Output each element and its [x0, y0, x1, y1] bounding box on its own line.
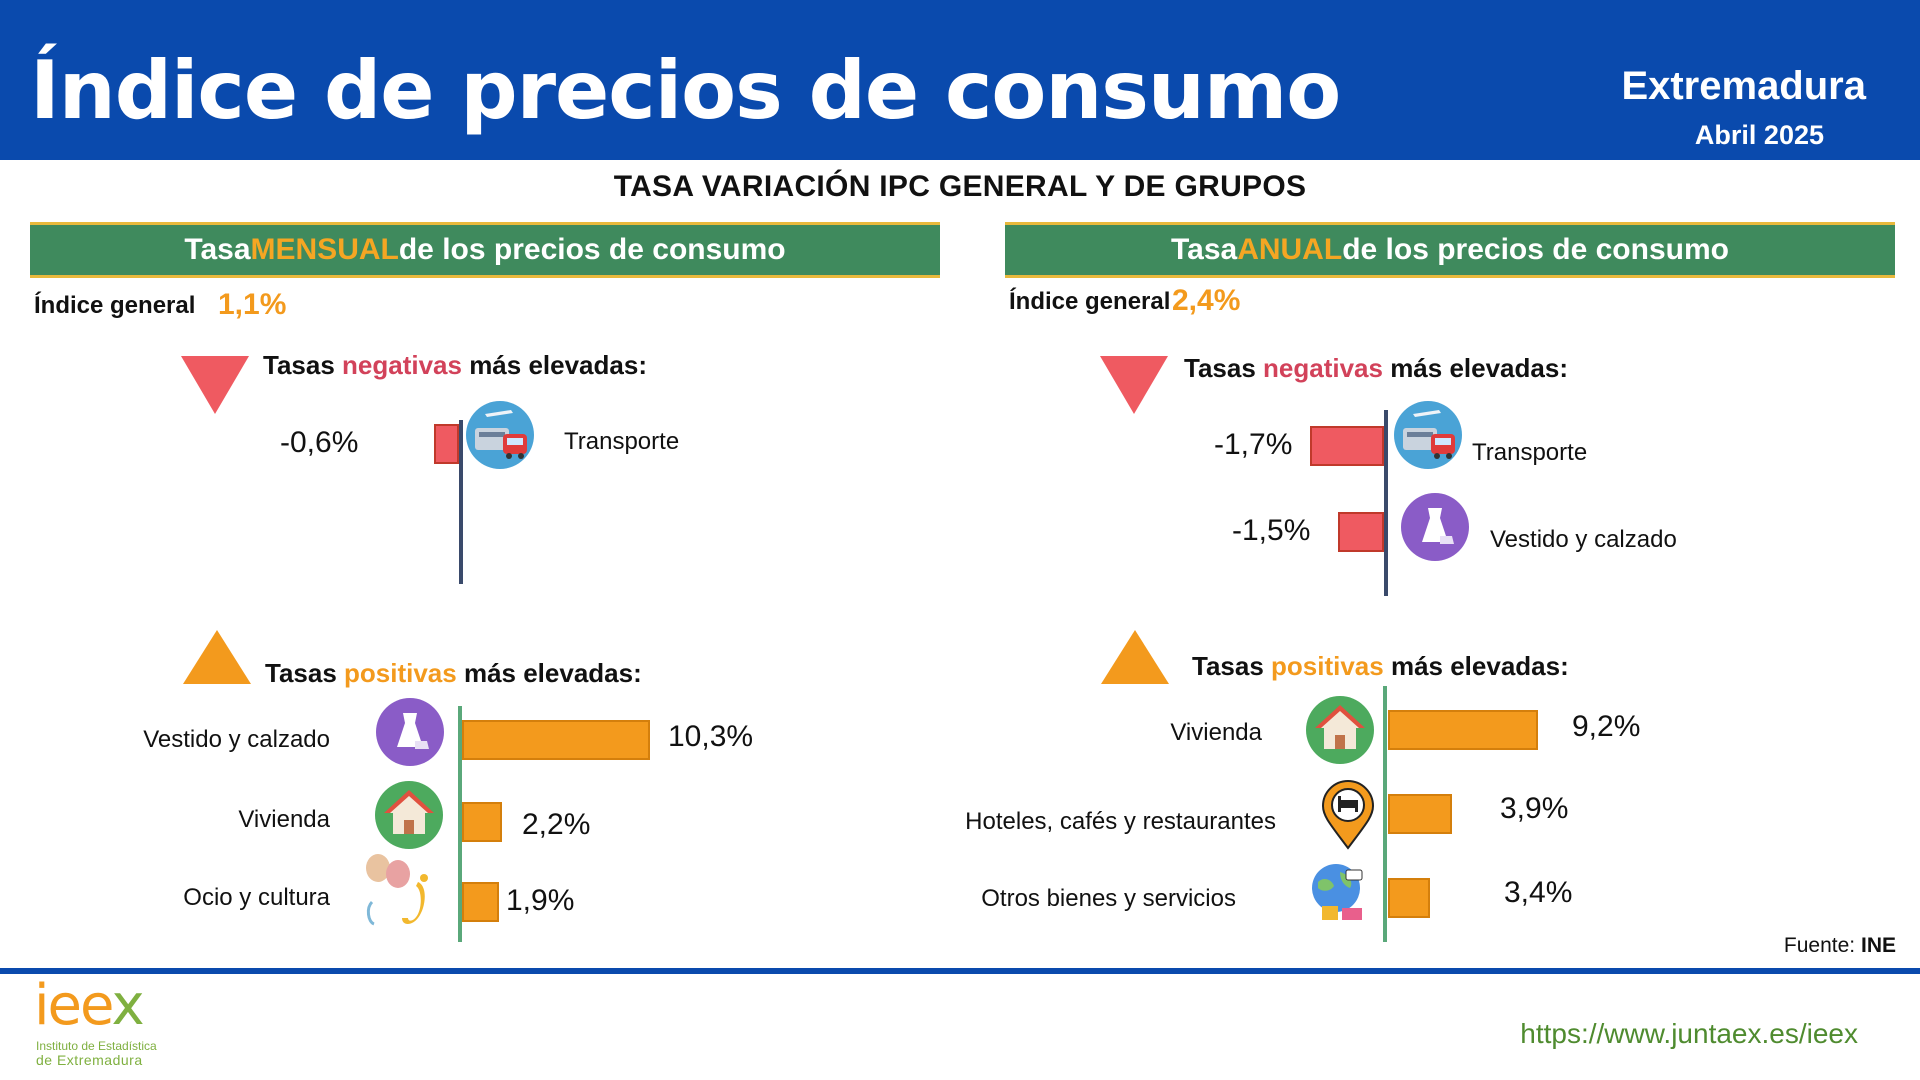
monthly-positive-category-1: Vestido y calzado [143, 726, 330, 753]
up-triangle-icon [1101, 630, 1169, 684]
monthly-positive-category-3: Ocio y cultura [183, 884, 330, 911]
pos-title-b: positivas [1271, 651, 1384, 681]
annual-head-suffix: de los precios de consumo [1342, 233, 1729, 266]
annual-positive-category-2: Hoteles, cafés y restaurantes [965, 808, 1276, 835]
down-triangle-icon [1100, 356, 1168, 414]
monthly-positive-title: Tasas positivas más elevadas: [265, 658, 642, 689]
logo-text-b: x [111, 973, 144, 1038]
pos-title-a: Tasas [265, 658, 345, 688]
monthly-negative-category: Transporte [564, 428, 680, 455]
logo-text-a: iee [34, 973, 113, 1038]
annual-negative-title: Tasas negativas más elevadas: [1184, 353, 1568, 384]
monthly-head-prefix: Tasa [184, 233, 251, 266]
transport-icon [1394, 401, 1462, 469]
annual-general-value: 2,4% [1172, 284, 1241, 317]
monthly-negative-value: -0,6% [280, 426, 359, 459]
page-title: Índice de precios de consumo [30, 44, 1341, 137]
annual-positive-bar-1 [1388, 710, 1538, 750]
annual-positive-value-3: 3,4% [1504, 876, 1573, 909]
monthly-positive-value-1: 10,3% [668, 720, 754, 753]
transport-icon [466, 401, 534, 469]
monthly-positive-bar-1 [462, 720, 650, 760]
ieex-logo: ieex [34, 978, 145, 1034]
annual-head-highlight: ANUAL [1237, 233, 1343, 266]
monthly-positive-value-3: 1,9% [506, 884, 575, 917]
monthly-positive-bar-3 [462, 882, 499, 922]
header-banner: Índice de precios de consumo Extremadura… [0, 0, 1920, 160]
period-label: Abril 2025 [1694, 120, 1824, 150]
neg-title-c: más elevadas: [461, 350, 647, 380]
neg-title-b: negativas [1263, 353, 1383, 383]
monthly-positive-category-2: Vivienda [238, 806, 330, 833]
annual-positive-title: Tasas positivas más elevadas: [1192, 651, 1569, 682]
annual-positive-category-1: Vivienda [1170, 719, 1262, 746]
monthly-negative-title: Tasas negativas más elevadas: [263, 350, 647, 381]
annual-negative-category-2: Vestido y calzado [1490, 526, 1677, 553]
annual-positive-category-3: Otros bienes y servicios [981, 885, 1236, 912]
monthly-positive-value-2: 2,2% [522, 808, 591, 841]
annual-negative-value-1: -1,7% [1214, 428, 1293, 461]
house-icon [1306, 696, 1374, 764]
monthly-negative-bar [434, 424, 459, 464]
monthly-general-value: 1,1% [218, 288, 287, 321]
monthly-negative-axis [459, 420, 463, 584]
dress-icon [376, 698, 444, 766]
website-link[interactable]: https://www.juntaex.es/ieex [1520, 1018, 1858, 1049]
monthly-general-label: Índice general [34, 292, 196, 319]
theater-music-icon [366, 854, 428, 926]
infographic-subtitle: TASA VARIACIÓN IPC GENERAL Y DE GRUPOS [613, 170, 1307, 203]
globe-goods-icon [1312, 864, 1363, 920]
source-value: INE [1860, 934, 1896, 957]
neg-title-a: Tasas [263, 350, 343, 380]
neg-title-a: Tasas [1184, 353, 1264, 383]
neg-title-b: negativas [342, 350, 462, 380]
annual-positive-bar-3 [1388, 878, 1430, 918]
house-icon [375, 781, 443, 849]
annual-negative-bar-1 [1310, 426, 1384, 466]
source-note: Fuente: INE [1784, 934, 1896, 958]
footer-divider [0, 968, 1920, 974]
annual-negative-category-1: Transporte [1472, 439, 1588, 466]
monthly-positive-bar-2 [462, 802, 502, 842]
dress-icon [1401, 493, 1469, 561]
logo-subtitle-1: Instituto de Estadística [36, 1039, 157, 1053]
annual-panel-header: Tasa ANUAL de los precios de consumo [1005, 222, 1895, 278]
pos-title-c: más elevadas: [1383, 651, 1569, 681]
annual-negative-axis [1384, 410, 1388, 596]
pos-title-a: Tasas [1192, 651, 1272, 681]
annual-negative-bar-2 [1338, 512, 1384, 552]
annual-positive-bar-2 [1388, 794, 1452, 834]
monthly-positive-axis [458, 706, 462, 942]
monthly-head-suffix: de los precios de consumo [398, 233, 786, 266]
annual-positive-axis [1383, 686, 1387, 942]
annual-positive-value-1: 9,2% [1572, 710, 1641, 743]
annual-negative-value-2: -1,5% [1232, 514, 1311, 547]
up-triangle-icon [183, 630, 251, 684]
monthly-panel-header: Tasa MENSUAL de los precios de consumo [30, 222, 940, 278]
annual-general-label: Índice general [1009, 288, 1171, 315]
annual-positive-value-2: 3,9% [1500, 792, 1569, 825]
pos-title-c: más elevadas: [456, 658, 642, 688]
pos-title-b: positivas [344, 658, 457, 688]
hotel-pin-icon [1321, 780, 1375, 850]
monthly-head-highlight: MENSUAL [250, 233, 399, 266]
down-triangle-icon [181, 356, 249, 414]
region-label: Extremadura [1621, 64, 1866, 108]
neg-title-c: más elevadas: [1382, 353, 1568, 383]
source-label: Fuente: [1783, 934, 1856, 957]
logo-subtitle-2: de Extremadura [36, 1052, 143, 1068]
annual-head-prefix: Tasa [1171, 233, 1238, 266]
